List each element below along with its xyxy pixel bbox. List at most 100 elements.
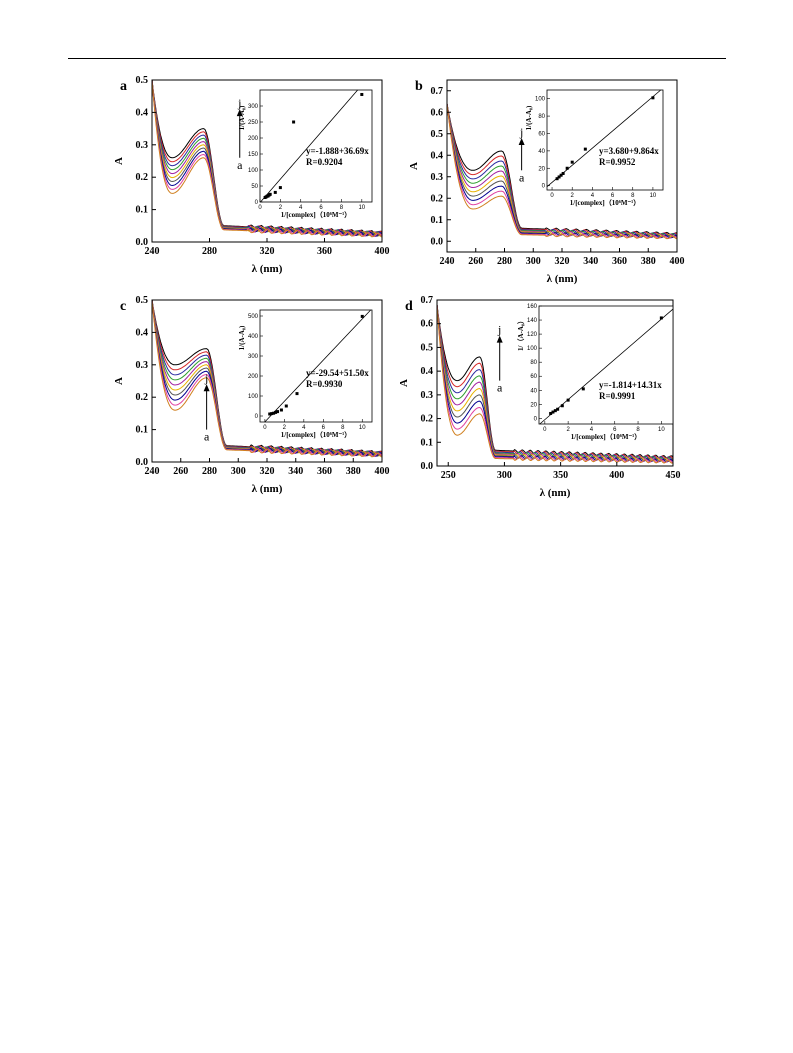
fit-equation: y=3.680+9.864x xyxy=(599,146,659,156)
x-tick-label: 260 xyxy=(173,466,188,477)
inset-y-label: 1/（A-A₀） xyxy=(517,317,525,351)
x-tick-label: 240 xyxy=(440,256,455,267)
inset-x-tick-label: 6 xyxy=(613,427,617,433)
fit-r-value: R=0.9952 xyxy=(599,157,636,167)
x-tick-label: 320 xyxy=(260,246,275,257)
inset-data-point xyxy=(561,171,565,175)
arrow-start-label: a xyxy=(497,381,503,395)
arrow-end-label: j xyxy=(204,371,208,385)
y-tick-label: 0.4 xyxy=(136,107,149,118)
inset-y-tick-label: 20 xyxy=(530,402,537,408)
y-tick-label: 0.0 xyxy=(421,461,434,472)
arrow-end-label: j xyxy=(519,125,523,139)
y-tick-label: 0.1 xyxy=(431,215,444,226)
y-tick-label: 0.2 xyxy=(136,392,149,403)
inset-data-point xyxy=(565,166,569,170)
inset-y-tick-label: 200 xyxy=(248,136,259,142)
inset-y-label: 1/(A-A₀) xyxy=(525,105,533,130)
inset-y-tick-label: 300 xyxy=(248,104,259,110)
inset-frame xyxy=(546,89,664,191)
inset-y-tick-label: 60 xyxy=(530,374,537,380)
inset-data-point xyxy=(360,314,364,318)
inset-data-point xyxy=(270,412,274,416)
inset-data-point xyxy=(557,175,561,179)
inset-x-tick-label: 6 xyxy=(319,205,323,211)
arrow-end-label: j xyxy=(237,96,241,110)
fit-equation: y=-1.814+14.31x xyxy=(599,380,662,390)
y-tick-label: 0.7 xyxy=(421,295,434,306)
inset-y-tick-label: 50 xyxy=(251,184,258,190)
x-axis-label: λ (nm) xyxy=(547,273,578,285)
inset-data-point xyxy=(581,387,585,391)
inset-x-tick-label: 2 xyxy=(571,193,575,199)
inset-y-tick-label: 40 xyxy=(538,149,545,155)
trend-arrow-head xyxy=(236,109,243,117)
x-tick-label: 240 xyxy=(145,466,160,477)
panel-letter: a xyxy=(120,79,127,94)
inset-x-tick-label: 8 xyxy=(636,427,640,433)
inset-y-tick-label: 100 xyxy=(527,346,538,352)
y-tick-label: 0.6 xyxy=(431,107,444,118)
y-tick-label: 0.4 xyxy=(431,150,444,161)
arrow-start-label: a xyxy=(204,430,210,444)
spectrum-curve xyxy=(151,79,383,238)
page-header-rule xyxy=(68,58,726,59)
inset-data-point xyxy=(659,316,663,320)
x-tick-label: 340 xyxy=(288,466,303,477)
fit-equation: y=-29.54+51.50x xyxy=(306,368,369,378)
inset-data-point xyxy=(560,404,564,408)
y-tick-label: 0.4 xyxy=(421,366,434,377)
inset-data-point xyxy=(551,410,555,414)
y-tick-label: 0.1 xyxy=(421,437,434,448)
inset-data-point xyxy=(272,411,276,415)
inset-data-point xyxy=(360,92,364,96)
y-axis-label: A xyxy=(113,157,125,165)
y-tick-label: 0.4 xyxy=(136,327,149,338)
inset-x-tick-label: 0 xyxy=(258,205,262,211)
inset-x-tick-label: 8 xyxy=(340,205,344,211)
inset-fit-line xyxy=(260,89,358,203)
trend-arrow-head xyxy=(203,384,210,392)
panel-letter: c xyxy=(120,299,126,314)
inset-x-tick-label: 0 xyxy=(550,193,554,199)
inset-x-tick-label: 2 xyxy=(279,205,283,211)
inset-data-point xyxy=(274,410,278,414)
inset-data-point xyxy=(651,96,655,100)
inset-data-point xyxy=(273,190,277,194)
spectrum-curve xyxy=(436,304,674,463)
x-tick-label: 300 xyxy=(497,470,512,481)
trend-arrow-head xyxy=(518,138,525,146)
arrow-end-label: j xyxy=(497,323,501,337)
x-tick-label: 260 xyxy=(468,256,483,267)
inset-data-point xyxy=(553,409,557,413)
inset-y-tick-label: 500 xyxy=(248,314,259,320)
inset-x-label: 1/[complex]（10⁶M⁻¹） xyxy=(281,211,352,219)
spectrum-curve xyxy=(446,103,678,240)
y-tick-label: 0.3 xyxy=(421,390,434,401)
spectrum-curve xyxy=(436,304,674,460)
spectrum-curve xyxy=(436,304,674,463)
inset-x-tick-label: 4 xyxy=(591,193,595,199)
x-tick-label: 380 xyxy=(346,466,361,477)
x-tick-label: 450 xyxy=(666,470,681,481)
spectra-curves xyxy=(151,79,383,238)
y-tick-label: 0.0 xyxy=(136,237,149,248)
spectrum-curve xyxy=(436,304,674,464)
x-tick-label: 400 xyxy=(375,246,390,257)
inset-data-point xyxy=(268,192,272,196)
inset-y-tick-label: 20 xyxy=(538,166,545,172)
inset-x-tick-label: 4 xyxy=(590,427,594,433)
trend-arrow-head xyxy=(496,335,503,343)
inset-data-point xyxy=(292,120,296,124)
x-tick-label: 360 xyxy=(317,466,332,477)
inset-x-tick-label: 10 xyxy=(359,425,366,431)
x-tick-label: 360 xyxy=(317,246,332,257)
x-tick-label: 280 xyxy=(202,466,217,477)
inset-data-point xyxy=(583,147,587,151)
panel-letter: b xyxy=(415,79,423,94)
inset-x-tick-label: 2 xyxy=(283,425,287,431)
inset-data-point xyxy=(278,186,282,190)
inset-x-tick-label: 8 xyxy=(341,425,345,431)
x-tick-label: 400 xyxy=(609,470,624,481)
